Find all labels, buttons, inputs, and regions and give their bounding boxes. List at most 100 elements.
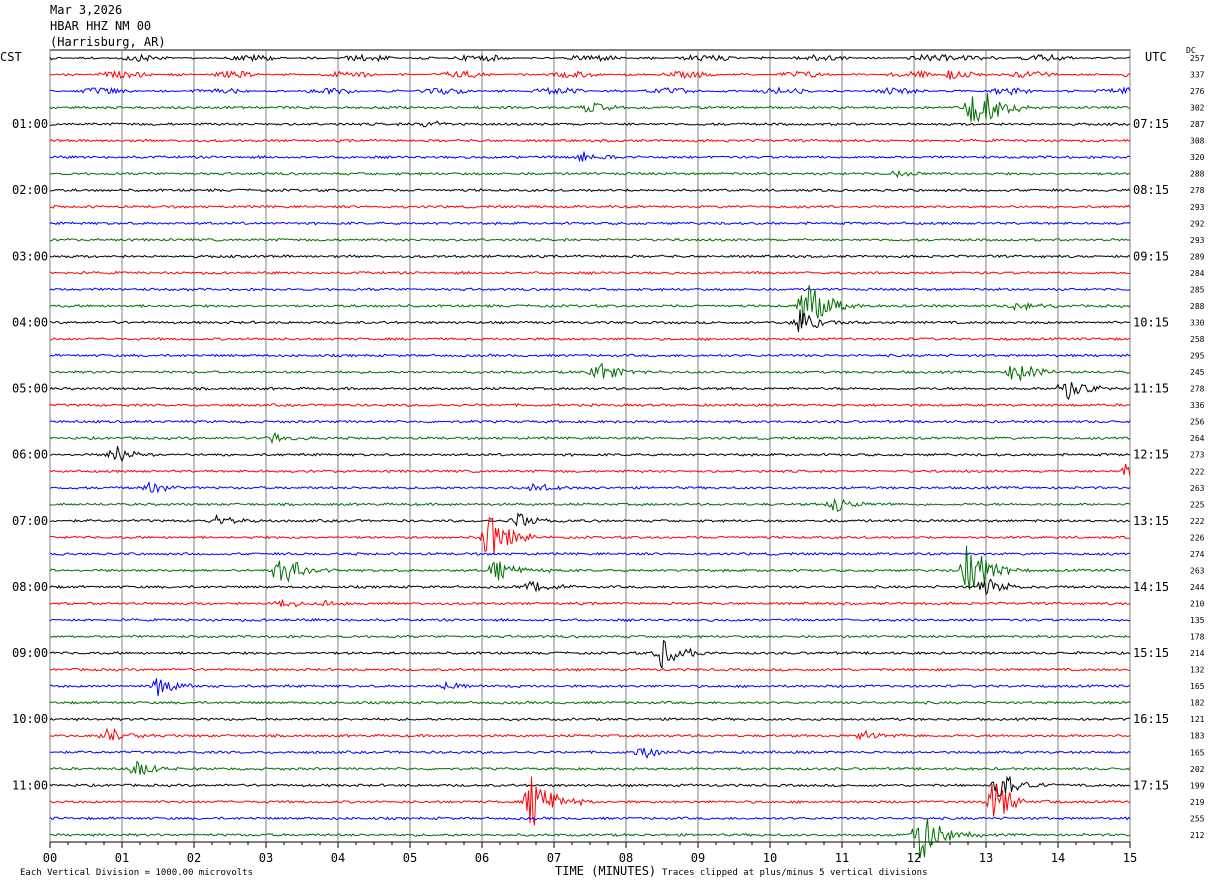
dc-offset-label: 135 xyxy=(1190,616,1205,625)
trace-line xyxy=(49,512,1131,527)
dc-offset-label: 212 xyxy=(1190,831,1205,840)
scale-note: Each Vertical Division = 1000.00 microvo… xyxy=(20,868,253,878)
dc-offset-label: 278 xyxy=(1190,186,1205,195)
dc-offset-label: 288 xyxy=(1190,170,1205,179)
trace-line xyxy=(49,353,1131,358)
x-tick-label: 12 xyxy=(907,851,921,865)
x-tick-label: 05 xyxy=(403,851,417,865)
trace-line xyxy=(49,270,1131,276)
right-hour-label: 09:15 xyxy=(1133,249,1169,263)
trace-line xyxy=(49,760,1131,775)
dc-header: DC xyxy=(1186,46,1196,55)
dc-offset-label: 214 xyxy=(1190,649,1205,658)
station-label: HBAR HHZ NM 00 xyxy=(50,19,152,33)
x-tick-label: 04 xyxy=(331,851,345,865)
trace-line xyxy=(49,727,1131,741)
dc-offset-label: 337 xyxy=(1190,71,1205,80)
left-hour-label: 01:00 xyxy=(12,117,48,131)
trace-line xyxy=(49,169,1131,179)
trace-line xyxy=(49,336,1131,342)
dc-offset-label: 274 xyxy=(1190,550,1205,559)
dc-offset-label: 288 xyxy=(1190,302,1205,311)
trace-line xyxy=(49,775,1131,798)
trace-line xyxy=(49,678,1131,697)
x-tick-label: 15 xyxy=(1123,851,1137,865)
trace-line xyxy=(49,667,1131,672)
left-hour-label: 11:00 xyxy=(12,778,48,792)
trace-line xyxy=(49,463,1131,477)
dc-offset-label: 287 xyxy=(1190,120,1205,129)
right-hour-label: 16:15 xyxy=(1133,712,1169,726)
left-hour-label: 07:00 xyxy=(12,514,48,528)
dc-offset-label: 225 xyxy=(1190,500,1205,509)
dc-offset-label: 244 xyxy=(1190,583,1205,592)
dc-offset-label: 278 xyxy=(1190,385,1205,394)
dc-offset-label: 273 xyxy=(1190,451,1205,460)
x-tick-label: 09 xyxy=(691,851,705,865)
clip-note: Traces clipped at plus/minus 5 vertical … xyxy=(662,868,928,878)
x-tick-label: 06 xyxy=(475,851,489,865)
right-hour-label: 07:15 xyxy=(1133,117,1169,131)
trace-line xyxy=(49,634,1131,639)
labels: 00 01 02 03 04 05 06 07 08 09 10 11 12 13 14 15 257 337 27… xyxy=(12,54,1205,865)
dc-offset-label: 292 xyxy=(1190,219,1205,228)
trace-line xyxy=(49,599,1131,608)
trace-line xyxy=(49,221,1131,226)
right-hour-label: 11:15 xyxy=(1133,382,1169,396)
dc-offset-label: 293 xyxy=(1190,203,1205,212)
trace-line xyxy=(49,204,1131,209)
right-hour-label: 17:15 xyxy=(1133,778,1169,792)
dc-offset-label: 222 xyxy=(1190,467,1205,476)
traces xyxy=(49,53,1131,859)
left-hour-label: 04:00 xyxy=(12,315,48,329)
trace-line xyxy=(49,285,1131,324)
right-hour-label: 12:15 xyxy=(1133,448,1169,462)
trace-line xyxy=(49,816,1131,821)
x-tick-label: 02 xyxy=(187,851,201,865)
dc-offset-label: 199 xyxy=(1190,781,1205,790)
trace-line xyxy=(49,138,1131,143)
trace-line xyxy=(49,445,1131,463)
dc-offset-label: 336 xyxy=(1190,401,1205,410)
trace-line xyxy=(49,419,1131,424)
trace-line xyxy=(49,776,1130,826)
trace-line xyxy=(49,188,1131,193)
dc-offset-label: 302 xyxy=(1190,104,1205,113)
trace-line xyxy=(49,617,1131,623)
trace-line xyxy=(49,700,1131,705)
dc-offset-label: 308 xyxy=(1190,137,1205,146)
dc-offset-label: 256 xyxy=(1190,418,1205,427)
left-hour-label: 05:00 xyxy=(12,382,48,396)
left-hour-label: 09:00 xyxy=(12,646,48,660)
dc-offset-label: 263 xyxy=(1190,566,1205,575)
trace-line xyxy=(49,717,1131,722)
trace-line xyxy=(49,431,1131,445)
trace-line xyxy=(49,382,1131,400)
trace-line xyxy=(49,362,1131,381)
trace-line xyxy=(50,747,1131,760)
dc-offset-label: 258 xyxy=(1190,335,1205,344)
dc-offset-label: 219 xyxy=(1190,798,1205,807)
trace-line xyxy=(49,120,1131,128)
trace-line xyxy=(49,53,1131,63)
left-hour-label: 06:00 xyxy=(12,448,48,462)
x-tick-label: 08 xyxy=(619,851,633,865)
dc-offset-label: 276 xyxy=(1190,87,1205,96)
left-hour-label: 02:00 xyxy=(12,183,48,197)
trace-line xyxy=(49,481,1131,494)
left-hour-label: 03:00 xyxy=(12,249,48,263)
dc-offset-label: 182 xyxy=(1190,699,1205,708)
x-tick-label: 00 xyxy=(43,851,57,865)
dc-offset-label: 165 xyxy=(1190,748,1205,757)
left-hour-label: 10:00 xyxy=(12,712,48,726)
dc-offset-label: 295 xyxy=(1190,352,1205,361)
dc-offset-label: 210 xyxy=(1190,599,1205,608)
trace-line xyxy=(49,551,1131,556)
trace-line xyxy=(49,578,1130,596)
dc-offset-label: 121 xyxy=(1190,715,1205,724)
dc-offset-label: 264 xyxy=(1190,434,1205,443)
trace-line xyxy=(49,93,1130,123)
right-timezone-label: UTC xyxy=(1145,50,1167,64)
trace-line xyxy=(49,639,1131,670)
x-tick-label: 07 xyxy=(547,851,561,865)
